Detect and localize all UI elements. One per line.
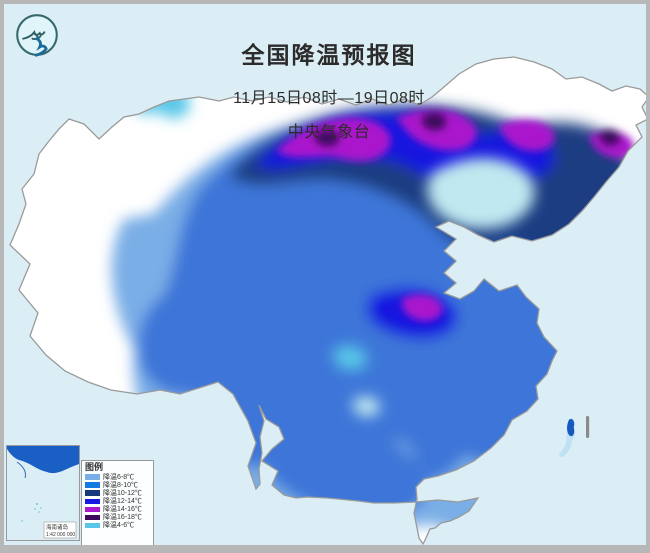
svg-text:海南诸岛: 海南诸岛 [46, 523, 69, 531]
svg-text:1:42 000 000: 1:42 000 000 [46, 532, 75, 538]
